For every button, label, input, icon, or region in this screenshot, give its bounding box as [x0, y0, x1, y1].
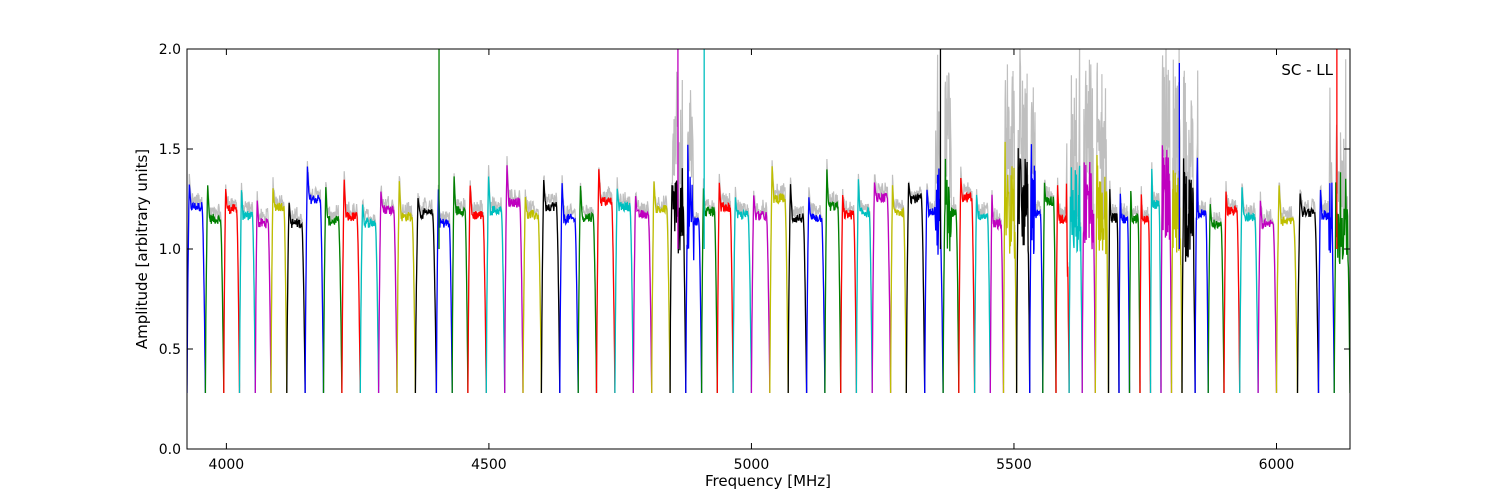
channel-line-24 [614, 188, 634, 394]
channel-line-65 [1223, 191, 1241, 394]
channel-line-67 [1257, 200, 1278, 394]
channel-line-26 [651, 181, 671, 394]
channel-line-30 [716, 182, 734, 394]
y-tick-label: 0.0 [159, 442, 181, 458]
channel-line-66 [1239, 187, 1259, 394]
channel-line-49 [1029, 144, 1044, 394]
channel-line-35 [805, 197, 826, 394]
background-trace-61 [1170, 49, 1183, 385]
channel-line-5 [270, 188, 288, 394]
channel-line-8 [322, 187, 343, 394]
background-trace-13 [414, 193, 437, 392]
channel-line-55 [1107, 189, 1120, 394]
channel-line-57 [1128, 190, 1141, 394]
channel-line-61 [1170, 170, 1183, 394]
channel-line-1 [204, 185, 225, 394]
y-tick-label: 1.5 [159, 142, 181, 158]
channel-line-60 [1160, 145, 1173, 394]
y-axis-ticks: 0.0 0.5 1.0 1.5 2.0 [159, 42, 1350, 458]
channel-line-17 [485, 176, 506, 394]
channel-line-44 [958, 177, 976, 394]
channel-line-23 [595, 169, 616, 394]
channel-line-48 [1015, 148, 1031, 394]
channel-line-52 [1068, 165, 1083, 394]
channel-line-68 [1275, 185, 1299, 394]
channel-line-12 [396, 181, 417, 394]
channel-line-31 [732, 197, 753, 394]
channel-line-28 [685, 144, 703, 394]
background-trace-54 [1094, 62, 1110, 388]
channel-line-32 [750, 195, 771, 394]
channel-line-59 [1149, 168, 1162, 394]
x-tick-label: 5500 [996, 457, 1032, 473]
channel-line-6 [286, 202, 306, 394]
channel-line-4 [254, 200, 272, 394]
channel-line-40 [889, 185, 907, 394]
channel-line-0 [187, 184, 207, 394]
x-tick-label: 6000 [1259, 457, 1295, 473]
channel-line-46 [989, 194, 1005, 394]
channel-line-37 [840, 194, 858, 394]
channel-line-21 [559, 183, 579, 394]
channel-line-25 [632, 196, 653, 394]
channel-line-62 [1181, 158, 1196, 394]
channel-line-19 [522, 197, 543, 394]
x-tick-label: 4500 [471, 457, 507, 473]
channel-line-18 [504, 165, 524, 394]
channel-line-51 [1055, 183, 1070, 394]
channel-line-15 [451, 176, 469, 394]
channel-line-3 [238, 190, 256, 394]
channel-line-39 [871, 182, 892, 394]
background-trace-69 [1296, 189, 1320, 392]
channel-line-54 [1094, 154, 1110, 394]
channel-line-34 [787, 184, 808, 394]
channel-line-9 [341, 179, 361, 394]
channel-line-53 [1081, 161, 1096, 394]
channel-line-13 [414, 198, 438, 394]
channel-line-45 [973, 194, 991, 394]
spike-lines [438, 49, 1338, 249]
channel-line-22 [577, 185, 598, 394]
y-tick-label: 1.0 [159, 242, 181, 258]
channel-line-63 [1194, 157, 1209, 394]
background-trace-49 [1029, 87, 1044, 391]
channel-line-56 [1118, 193, 1131, 394]
channel-line-69 [1296, 193, 1320, 394]
channel-line-41 [905, 182, 926, 394]
channel-series [187, 141, 1350, 394]
channel-line-58 [1139, 194, 1152, 394]
background-trace-47 [1002, 64, 1018, 384]
chart-annotation: SC - LL [1281, 61, 1333, 79]
y-tick-label: 0.5 [159, 342, 181, 358]
channel-line-64 [1207, 204, 1225, 394]
channel-line-43 [942, 158, 960, 394]
channel-line-2 [223, 188, 241, 394]
x-tick-label: 4000 [209, 457, 245, 473]
channel-line-50 [1042, 182, 1057, 394]
x-tick-label: 5000 [734, 457, 770, 473]
channel-line-10 [359, 204, 380, 394]
plot-area [187, 49, 1350, 394]
y-axis-title: Amplitude [arbitrary units] [133, 149, 151, 349]
channel-line-11 [377, 191, 398, 394]
channel-line-33 [769, 166, 789, 394]
channel-line-20 [540, 179, 561, 394]
channel-line-16 [467, 185, 487, 394]
channel-line-7 [304, 166, 325, 394]
channel-line-47 [1002, 141, 1018, 394]
channel-line-38 [855, 179, 873, 394]
background-trace-60 [1160, 49, 1173, 393]
channel-line-70 [1317, 182, 1335, 394]
x-axis-title: Frequency [MHz] [705, 472, 831, 490]
x-axis-ticks: 4000 4500 5000 5500 6000 [209, 49, 1295, 473]
y-tick-label: 2.0 [159, 42, 181, 58]
channel-line-36 [824, 169, 842, 394]
